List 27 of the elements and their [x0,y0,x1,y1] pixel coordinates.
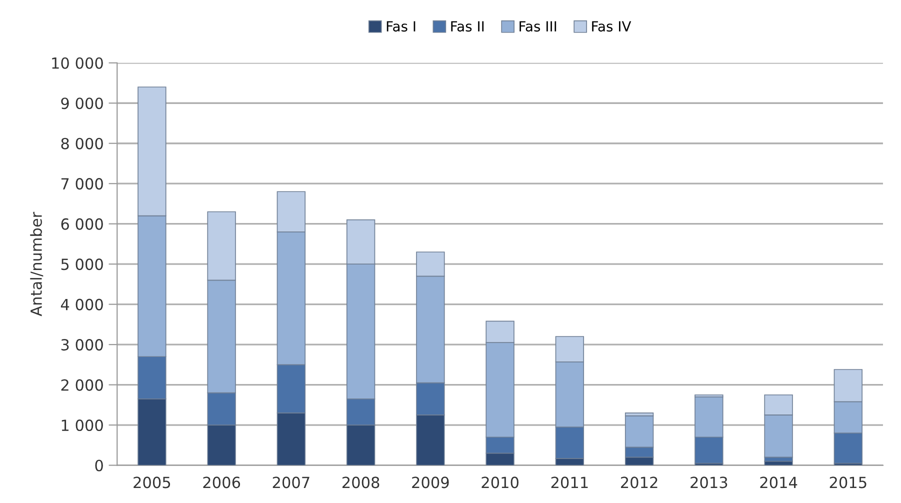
x-tick-label: 2013 [690,476,728,488]
x-tick-label: 2014 [760,476,798,488]
legend-label: Fas IV [592,21,632,32]
x-tick-label: 2008 [342,476,380,488]
y-tick-label: 1 000 [62,420,103,432]
x-tick-label: 2010 [482,476,518,488]
x-tick-label: 2012 [620,476,658,488]
y-axis-title: Antal/number [30,212,44,316]
x-tick-label: 2015 [830,476,866,488]
y-tick-label: 6 000 [61,218,103,230]
y-tick-label: 4 000 [60,298,103,310]
x-tick-label: 2011 [551,476,588,488]
legend-label: Fas II [451,21,484,32]
x-tick-label: 2005 [134,476,170,488]
y-tick-label: 8 000 [61,138,103,150]
x-tick-label: 2006 [203,476,240,488]
y-tick-label: 5 000 [61,258,103,270]
x-tick-label: 2009 [412,476,449,488]
legend-label: Fas I [386,21,416,32]
y-tick-label: 10 000 [52,57,103,69]
y-tick-label: 3 000 [61,339,103,351]
y-tick-label: 0 [95,460,103,472]
y-tick-label: 2 000 [61,379,103,391]
y-tick-label: 9 000 [61,98,103,110]
y-tick-label: 7 000 [61,178,103,190]
x-tick-label: 2007 [272,476,310,488]
legend-label: Fas III [520,21,556,32]
